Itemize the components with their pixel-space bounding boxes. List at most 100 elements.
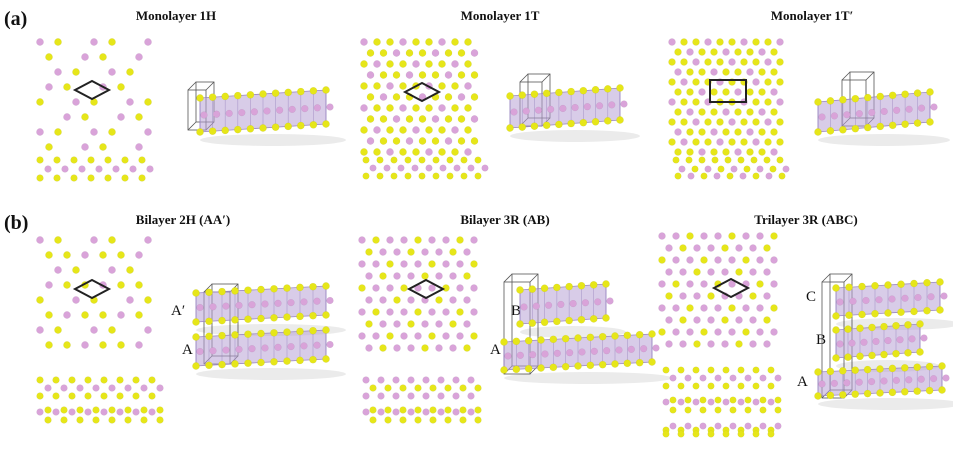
metal-atom [707, 340, 715, 348]
chalcogen-atom [936, 306, 944, 314]
chalcogen-atom [752, 366, 760, 374]
metal-atom [728, 328, 736, 336]
panel-label-a: (a) [4, 8, 28, 30]
chalcogen-atom [516, 286, 524, 294]
chalcogen-atom [296, 327, 304, 336]
chalcogen-atom [518, 123, 527, 131]
chalcogen-atom [648, 330, 656, 338]
metal-atom [61, 165, 69, 173]
chalcogen-atom [770, 68, 778, 76]
metal-atom [407, 392, 415, 400]
metal-atom [763, 340, 771, 348]
chalcogen-atom [244, 315, 252, 324]
chalcogen-atom [257, 285, 265, 294]
metal-atom [81, 53, 89, 61]
metal-atom [698, 148, 706, 156]
metal-atom [456, 260, 464, 268]
chalcogen-atom [442, 284, 450, 292]
chalcogen-atom [456, 308, 464, 316]
chalcogen-atom [778, 172, 786, 180]
chalcogen-atom [900, 387, 909, 396]
chalcogen-atom [449, 248, 457, 256]
chalcogen-atom [692, 382, 700, 390]
metal-atom [301, 104, 309, 113]
chalcogen-atom [662, 382, 670, 390]
chalcogen-atom [283, 284, 291, 292]
chalcogen-atom [418, 71, 427, 79]
chalcogen-atom [686, 304, 694, 312]
metal-atom [722, 398, 730, 406]
metal-atom [467, 164, 475, 172]
metal-atom [463, 248, 471, 256]
chalcogen-atom [117, 83, 125, 91]
metal-atom [686, 48, 694, 56]
metal-atom [615, 346, 623, 354]
chalcogen-atom [360, 126, 368, 134]
chalcogen-atom [84, 376, 92, 384]
chalcogen-atom [707, 382, 715, 390]
side-view-3r [362, 376, 482, 424]
chalcogen-atom [244, 286, 252, 295]
metal-atom [405, 137, 414, 145]
chalcogen-atom [776, 58, 784, 66]
chalcogen-atom [369, 416, 377, 424]
unit-cell-edge [843, 273, 853, 283]
chalcogen-atom [586, 333, 595, 342]
chalcogen-atom [756, 280, 764, 288]
chalcogen-atom [716, 38, 724, 46]
chalcogen-atom [716, 118, 724, 126]
chalcogen-atom [257, 314, 265, 323]
unit-cell-edge [503, 273, 513, 283]
chalcogen-atom [296, 312, 304, 321]
chalcogen-atom [104, 174, 112, 182]
chalcogen-atom [616, 84, 624, 92]
chalcogen-atom [863, 389, 872, 398]
metal-atom [758, 48, 766, 56]
chalcogen-atom [845, 311, 853, 320]
chalcogen-atom [418, 115, 427, 123]
metal-atom [379, 248, 387, 256]
metal-atom [135, 251, 143, 259]
chalcogen-atom [457, 115, 466, 123]
metal-atom [386, 236, 394, 244]
side-view-1t-prime [672, 156, 790, 180]
chalcogen-atom [54, 326, 62, 334]
metal-atom [435, 344, 443, 352]
chalcogen-atom [259, 124, 267, 132]
chalcogen-atom [717, 165, 725, 173]
chalcogen-atom [728, 138, 736, 146]
metal-atom [763, 268, 771, 276]
metal-atom [90, 326, 98, 334]
chalcogen-atom [770, 108, 778, 116]
metal-atom [148, 408, 156, 416]
chalcogen-atom [358, 284, 366, 292]
metal-atom [672, 256, 680, 264]
chalcogen-atom [218, 287, 226, 296]
metal-atom [144, 326, 152, 334]
chalcogen-atom [506, 124, 514, 132]
chalcogen-atom [400, 284, 408, 292]
metal-atom [722, 48, 730, 56]
chalcogen-atom [322, 282, 330, 290]
chalcogen-atom [684, 406, 692, 414]
unit-cell-face [503, 281, 531, 375]
chalcogen-atom [764, 78, 772, 86]
chalcogen-atom [553, 317, 561, 326]
metal-atom [749, 268, 757, 276]
metal-atom [60, 384, 68, 392]
metal-atom [36, 236, 44, 244]
metal-atom [714, 422, 722, 430]
chalcogen-atom [425, 104, 433, 112]
chalcogen-atom [284, 88, 293, 97]
chalcogen-atom [892, 321, 900, 330]
metal-atom [442, 332, 450, 340]
metal-atom [36, 128, 44, 136]
slab-3r-bottom [500, 330, 672, 384]
metal-atom [452, 408, 460, 416]
chalcogen-atom [70, 174, 78, 182]
metal-atom [707, 244, 715, 252]
chalcogen-atom [474, 406, 482, 414]
metal-atom [749, 316, 757, 324]
chalcogen-atom [839, 95, 847, 104]
